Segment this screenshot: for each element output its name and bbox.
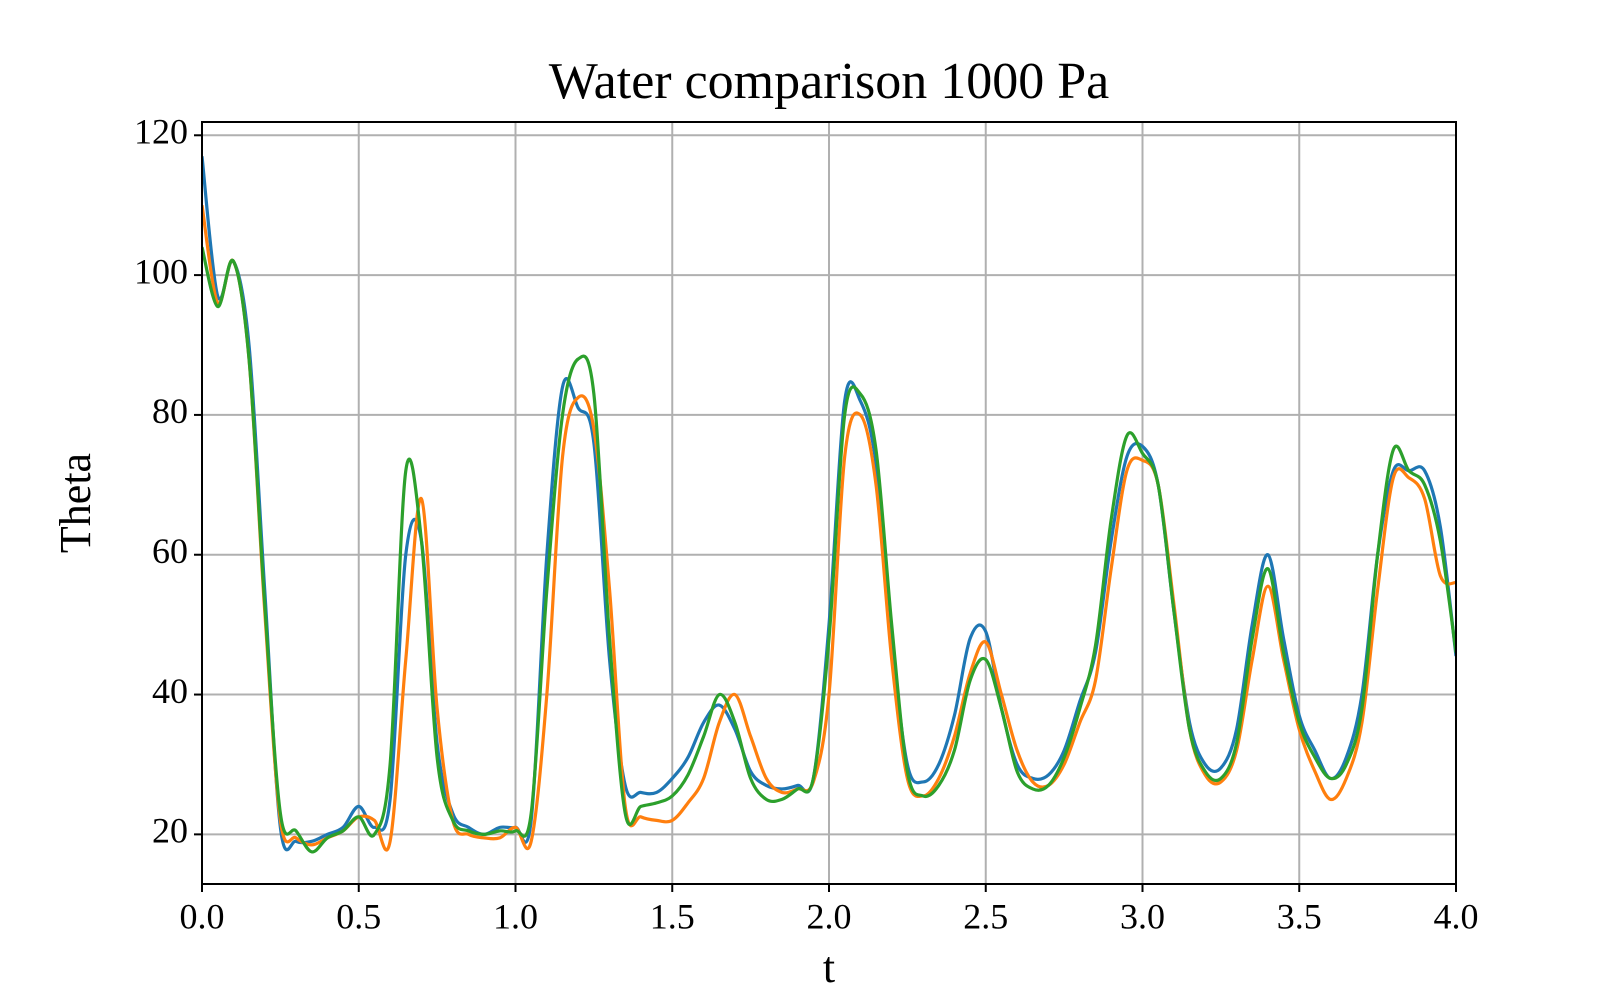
x-tick-label: 3.0 <box>1120 896 1165 936</box>
y-tick-label: 20 <box>152 811 188 851</box>
x-tick-label: 0.0 <box>180 896 225 936</box>
line <box>202 246 1456 854</box>
x-tick-label: 2.5 <box>963 896 1008 936</box>
x-tick-label: 1.5 <box>650 896 695 936</box>
x-tick-label: 2.0 <box>807 896 852 936</box>
plot-frame <box>201 121 1457 885</box>
x-tick-label: 3.5 <box>1277 896 1322 936</box>
chart-title: Water comparison 1000 Pa <box>549 53 1109 110</box>
x-tick-label: 4.0 <box>1434 896 1479 936</box>
x-axis-label: t <box>823 943 835 992</box>
y-axis-label: Theta <box>51 453 100 553</box>
x-tick-label: 0.5 <box>336 896 381 936</box>
y-tick-label: 120 <box>134 112 188 152</box>
y-tick-label: 40 <box>152 671 188 711</box>
x-tick-label: 1.0 <box>493 896 538 936</box>
y-tick-label: 100 <box>134 251 188 291</box>
y-tick-label: 80 <box>152 391 188 431</box>
y-tick-label: 60 <box>152 531 188 571</box>
